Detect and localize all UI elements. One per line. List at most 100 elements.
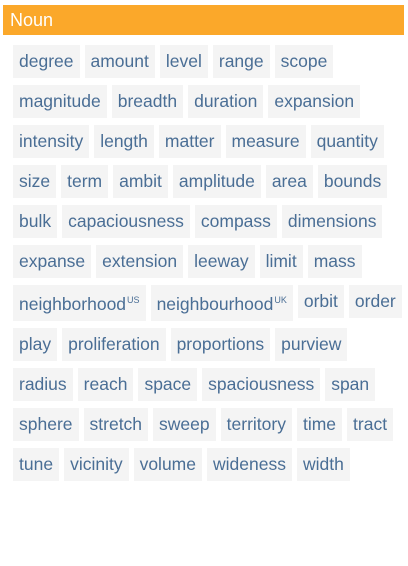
synonym-chip[interactable]: expanse <box>13 245 92 278</box>
synonym-chip[interactable]: orbit <box>297 285 344 318</box>
synonym-chip[interactable]: magnitude <box>13 85 107 118</box>
synonym-chip[interactable]: extension <box>96 245 184 278</box>
synonym-chip[interactable]: expansion <box>268 85 361 118</box>
synonym-chip[interactable]: neighbourhoodUK <box>150 285 293 321</box>
synonym-chip[interactable]: length <box>94 125 154 158</box>
synonym-chip-label: size <box>19 171 51 191</box>
synonym-chip-label: sweep <box>159 414 210 434</box>
synonym-chip-label: magnitude <box>19 91 101 111</box>
synonym-chip[interactable]: purview <box>275 328 348 361</box>
synonym-chip-label: expanse <box>19 251 86 271</box>
synonym-chip-label: degree <box>19 51 74 71</box>
synonym-chip-label: neighbourhood <box>156 294 274 314</box>
region-superscript: UK <box>274 295 287 305</box>
synonym-chip[interactable]: spaciousness <box>202 368 321 401</box>
synonym-chip-label: proliferation <box>68 334 160 354</box>
synonym-chip[interactable]: dimensions <box>281 205 383 238</box>
synonym-chip[interactable]: range <box>212 45 270 78</box>
synonym-chip-label: length <box>100 131 148 151</box>
synonym-chip[interactable]: play <box>13 328 58 361</box>
synonym-chip-label: play <box>19 334 52 354</box>
synonym-chip-label: term <box>67 171 103 191</box>
synonym-chip-label: neighborhood <box>19 294 127 314</box>
synonym-chip-label: bounds <box>323 171 382 191</box>
synonym-chip[interactable]: sweep <box>153 408 216 441</box>
synonym-chip-label: tune <box>19 454 54 474</box>
synonym-chip-label: volume <box>139 454 196 474</box>
synonym-chip[interactable]: wideness <box>207 448 292 481</box>
synonym-chip[interactable]: duration <box>188 85 264 118</box>
synonym-chip[interactable]: tract <box>347 408 394 441</box>
synonym-chip[interactable]: reach <box>77 368 134 401</box>
synonym-chip-label: wideness <box>213 454 286 474</box>
synonym-chip-label: ambit <box>119 171 162 191</box>
synonym-chip[interactable]: stretch <box>83 408 149 441</box>
synonym-chip-label: reach <box>83 374 128 394</box>
synonym-chip-label: scope <box>280 51 328 71</box>
synonym-chip[interactable]: order <box>348 285 402 318</box>
synonym-chip[interactable]: bulk <box>13 205 58 238</box>
synonym-chip-label: intensity <box>19 131 84 151</box>
synonym-chip-label: duration <box>194 91 258 111</box>
synonym-chip[interactable]: size <box>13 165 57 198</box>
synonym-chip-label: dimensions <box>287 211 377 231</box>
synonym-chip[interactable]: mass <box>307 245 362 278</box>
synonym-chip-label: compass <box>200 211 271 231</box>
synonym-chip[interactable]: sphere <box>13 408 79 441</box>
synonym-chip-label: orbit <box>303 291 338 311</box>
synonym-chip-label: purview <box>281 334 342 354</box>
region-superscript: US <box>127 295 140 305</box>
synonym-chip-label: vicinity <box>70 454 123 474</box>
synonym-chip-label: span <box>331 374 370 394</box>
synonym-chip[interactable]: level <box>159 45 208 78</box>
synonym-chip[interactable]: space <box>138 368 198 401</box>
synonym-chip-label: order <box>354 291 396 311</box>
synonym-chip-label: level <box>165 51 202 71</box>
synonym-chip[interactable]: width <box>296 448 350 481</box>
synonym-chip-label: area <box>271 171 307 191</box>
synonym-chip[interactable]: tune <box>13 448 60 481</box>
synonym-chip[interactable]: proportions <box>170 328 271 361</box>
synonym-chip-label: amplitude <box>178 171 255 191</box>
synonym-chip[interactable]: limit <box>259 245 303 278</box>
synonym-chip-label: matter <box>164 131 215 151</box>
synonym-chip[interactable]: term <box>61 165 109 198</box>
synonym-chip-label: space <box>144 374 192 394</box>
synonym-chip[interactable]: intensity <box>13 125 90 158</box>
synonym-chip[interactable]: bounds <box>317 165 388 198</box>
synonym-chip-label: radius <box>19 374 67 394</box>
synonym-chip[interactable]: leeway <box>188 245 255 278</box>
synonym-chip[interactable]: proliferation <box>62 328 166 361</box>
synonym-chip[interactable]: vicinity <box>64 448 129 481</box>
synonym-chip-list: degree amount level range scope magnitude brea… <box>13 45 405 481</box>
synonym-chip-label: spaciousness <box>208 374 315 394</box>
synonym-chip-label: mass <box>313 251 356 271</box>
synonym-chip[interactable]: breadth <box>111 85 184 118</box>
synonym-chip[interactable]: neighborhoodUS <box>13 285 146 321</box>
synonym-chip-label: proportions <box>176 334 265 354</box>
synonym-chip-label: expansion <box>274 91 355 111</box>
synonym-chip[interactable]: radius <box>13 368 73 401</box>
synonym-chip[interactable]: volume <box>133 448 202 481</box>
synonym-chip[interactable]: capaciousness <box>62 205 190 238</box>
synonym-chip[interactable]: ambit <box>113 165 168 198</box>
synonym-chip-label: bulk <box>19 211 52 231</box>
synonym-chip-label: range <box>218 51 264 71</box>
synonym-chip[interactable]: scope <box>274 45 334 78</box>
synonym-chip-label: tract <box>353 414 388 434</box>
synonym-chip[interactable]: amount <box>84 45 155 78</box>
synonym-chip[interactable]: area <box>265 165 313 198</box>
synonym-chip[interactable]: matter <box>158 125 221 158</box>
synonym-chip[interactable]: time <box>296 408 343 441</box>
part-of-speech-header: Noun <box>3 5 404 35</box>
synonym-chip[interactable]: degree <box>13 45 80 78</box>
synonym-chip[interactable]: quantity <box>310 125 384 158</box>
synonym-chip-label: quantity <box>316 131 378 151</box>
synonym-chip[interactable]: territory <box>220 408 292 441</box>
synonym-chip[interactable]: span <box>325 368 376 401</box>
synonym-chip[interactable]: measure <box>225 125 306 158</box>
synonym-chip[interactable]: amplitude <box>172 165 261 198</box>
synonym-chip-label: breadth <box>117 91 178 111</box>
synonym-chip[interactable]: compass <box>194 205 277 238</box>
